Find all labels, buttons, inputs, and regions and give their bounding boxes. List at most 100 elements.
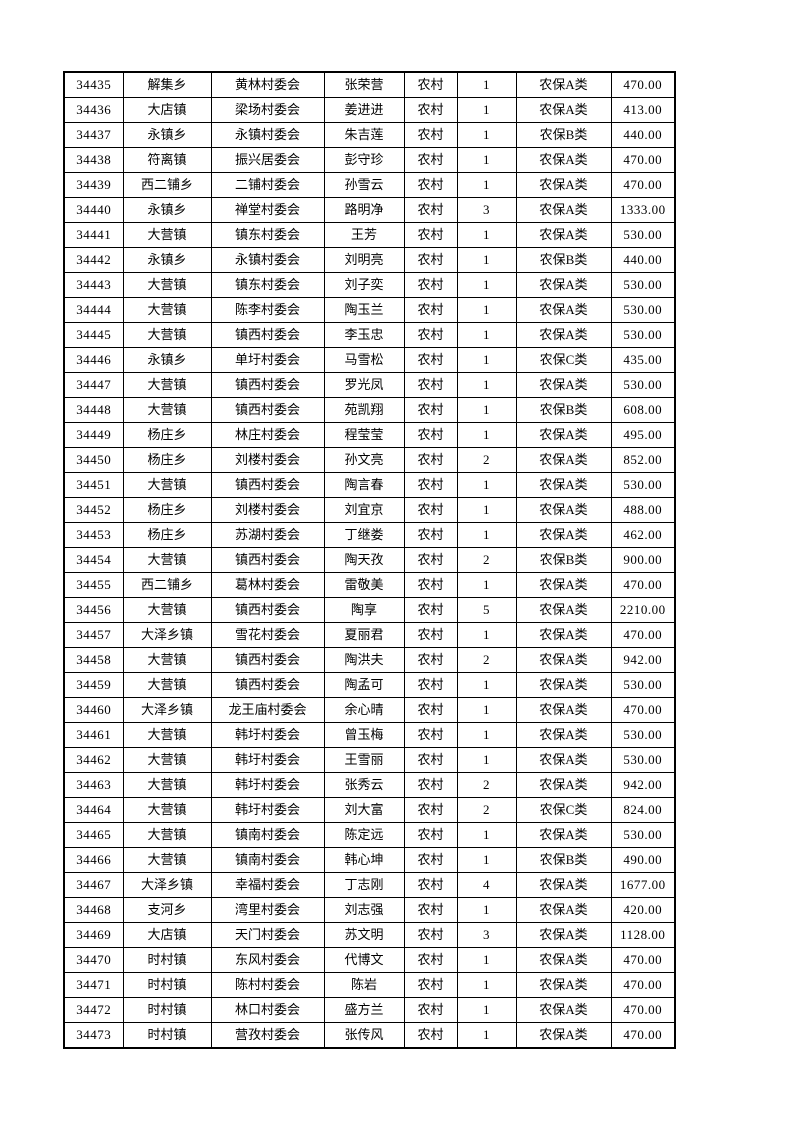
cell-category: 农保B类 — [515, 247, 612, 273]
cell-township: 时村镇 — [122, 1022, 212, 1049]
cell-village: 陈李村委会 — [210, 297, 325, 323]
cell-id: 34437 — [63, 122, 124, 148]
cell-count: 1 — [456, 947, 517, 973]
cell-category: 农保A类 — [515, 197, 612, 223]
table-row: 34459 大营镇 镇西村委会 陶孟可 农村 1 农保A类 530.00 — [63, 672, 676, 698]
cell-village: 韩圩村委会 — [210, 722, 325, 748]
cell-id: 34468 — [63, 897, 124, 923]
cell-amount: 440.00 — [610, 247, 676, 273]
cell-type: 农村 — [403, 897, 458, 923]
cell-count: 1 — [456, 71, 517, 98]
cell-village: 营孜村委会 — [210, 1022, 325, 1049]
table-row: 34473 时村镇 营孜村委会 张传风 农村 1 农保A类 470.00 — [63, 1022, 676, 1049]
cell-village: 镇南村委会 — [210, 822, 325, 848]
cell-id: 34450 — [63, 447, 124, 473]
cell-village: 二铺村委会 — [210, 172, 325, 198]
cell-count: 1 — [456, 372, 517, 398]
cell-type: 农村 — [403, 822, 458, 848]
cell-township: 大营镇 — [122, 547, 212, 573]
cell-township: 大营镇 — [122, 672, 212, 698]
cell-name: 张传风 — [323, 1022, 405, 1049]
cell-category: 农保A类 — [515, 222, 612, 248]
table-row: 34452 杨庄乡 刘楼村委会 刘宜京 农村 1 农保A类 488.00 — [63, 497, 676, 523]
cell-category: 农保A类 — [515, 672, 612, 698]
cell-count: 1 — [456, 497, 517, 523]
cell-name: 孙文亮 — [323, 447, 405, 473]
cell-name: 陶洪夫 — [323, 647, 405, 673]
cell-count: 1 — [456, 697, 517, 723]
cell-type: 农村 — [403, 197, 458, 223]
cell-type: 农村 — [403, 547, 458, 573]
cell-type: 农村 — [403, 71, 458, 98]
cell-id: 34463 — [63, 772, 124, 798]
table-row: 34462 大营镇 韩圩村委会 王雪丽 农村 1 农保A类 530.00 — [63, 747, 676, 773]
cell-category: 农保A类 — [515, 897, 612, 923]
cell-amount: 470.00 — [610, 697, 676, 723]
cell-category: 农保A类 — [515, 572, 612, 598]
cell-type: 农村 — [403, 1022, 458, 1049]
cell-amount: 470.00 — [610, 1022, 676, 1049]
cell-id: 34447 — [63, 372, 124, 398]
cell-id: 34445 — [63, 322, 124, 348]
cell-amount: 413.00 — [610, 97, 676, 123]
cell-count: 1 — [456, 97, 517, 123]
table-row: 34451 大营镇 镇西村委会 陶言春 农村 1 农保A类 530.00 — [63, 472, 676, 498]
cell-name: 曾玉梅 — [323, 722, 405, 748]
table-row: 34445 大营镇 镇西村委会 李玉忠 农村 1 农保A类 530.00 — [63, 322, 676, 348]
cell-count: 1 — [456, 122, 517, 148]
cell-name: 刘子奕 — [323, 272, 405, 298]
cell-category: 农保A类 — [515, 71, 612, 98]
cell-type: 农村 — [403, 847, 458, 873]
cell-amount: 435.00 — [610, 347, 676, 373]
cell-type: 农村 — [403, 872, 458, 898]
cell-name: 张秀云 — [323, 772, 405, 798]
cell-village: 梁场村委会 — [210, 97, 325, 123]
cell-name: 代博文 — [323, 947, 405, 973]
cell-village: 镇南村委会 — [210, 847, 325, 873]
cell-id: 34446 — [63, 347, 124, 373]
cell-type: 农村 — [403, 922, 458, 948]
cell-name: 余心晴 — [323, 697, 405, 723]
table-row: 34458 大营镇 镇西村委会 陶洪夫 农村 2 农保A类 942.00 — [63, 647, 676, 673]
table-row: 34440 永镇乡 禅堂村委会 路明净 农村 3 农保A类 1333.00 — [63, 197, 676, 223]
cell-name: 刘宜京 — [323, 497, 405, 523]
cell-village: 东风村委会 — [210, 947, 325, 973]
table-row: 34455 西二铺乡 葛林村委会 雷敬美 农村 1 农保A类 470.00 — [63, 572, 676, 598]
cell-id: 34466 — [63, 847, 124, 873]
cell-township: 大营镇 — [122, 722, 212, 748]
cell-amount: 470.00 — [610, 572, 676, 598]
cell-village: 镇西村委会 — [210, 672, 325, 698]
cell-township: 大营镇 — [122, 372, 212, 398]
cell-type: 农村 — [403, 247, 458, 273]
cell-township: 大泽乡镇 — [122, 697, 212, 723]
cell-count: 2 — [456, 647, 517, 673]
cell-village: 镇东村委会 — [210, 222, 325, 248]
cell-township: 大营镇 — [122, 847, 212, 873]
cell-type: 农村 — [403, 497, 458, 523]
cell-count: 1 — [456, 147, 517, 173]
cell-count: 1 — [456, 397, 517, 423]
cell-village: 振兴居委会 — [210, 147, 325, 173]
cell-type: 农村 — [403, 647, 458, 673]
cell-village: 陈村村委会 — [210, 972, 325, 998]
cell-id: 34460 — [63, 697, 124, 723]
cell-name: 陶天孜 — [323, 547, 405, 573]
cell-village: 镇西村委会 — [210, 372, 325, 398]
cell-amount: 530.00 — [610, 372, 676, 398]
cell-id: 34464 — [63, 797, 124, 823]
cell-township: 永镇乡 — [122, 197, 212, 223]
table-row: 34466 大营镇 镇南村委会 韩心坤 农村 1 农保B类 490.00 — [63, 847, 676, 873]
cell-id: 34435 — [63, 71, 124, 98]
cell-type: 农村 — [403, 347, 458, 373]
cell-category: 农保A类 — [515, 997, 612, 1023]
cell-category: 农保B类 — [515, 847, 612, 873]
table-row: 34447 大营镇 镇西村委会 罗光凤 农村 1 农保A类 530.00 — [63, 372, 676, 398]
table-row: 34438 符离镇 振兴居委会 彭守珍 农村 1 农保A类 470.00 — [63, 147, 676, 173]
cell-name: 陶享 — [323, 597, 405, 623]
cell-amount: 470.00 — [610, 972, 676, 998]
cell-type: 农村 — [403, 397, 458, 423]
table-row: 34450 杨庄乡 刘楼村委会 孙文亮 农村 2 农保A类 852.00 — [63, 447, 676, 473]
cell-amount: 852.00 — [610, 447, 676, 473]
cell-count: 1 — [456, 572, 517, 598]
